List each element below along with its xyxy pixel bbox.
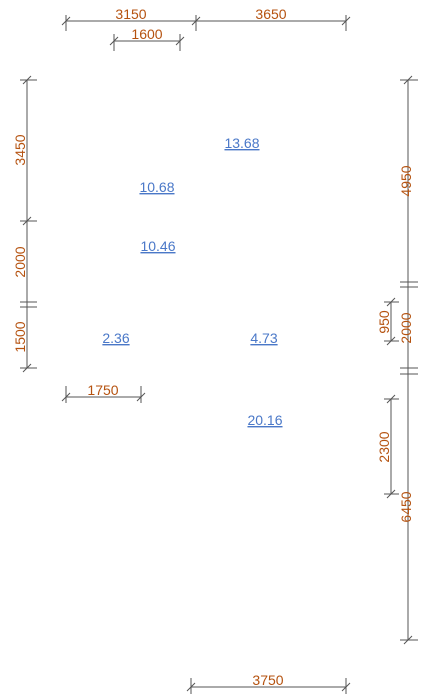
dim-left-upper: 3450 [12,134,28,165]
area-labels: 13.68 10.68 10.46 2.36 4.73 20.16 [102,135,282,428]
mid-left-dimension: 1750 [61,382,146,403]
right-inner-dimension: 2300 [376,394,399,499]
area-label-2[interactable]: 10.68 [139,179,174,195]
dim-bottom: 3750 [252,672,283,688]
bottom-dimension: 3750 [186,672,351,694]
left-dimension-chain: 3450 2000 1500 [12,75,37,373]
area-label-1[interactable]: 13.68 [224,135,259,151]
top-dimension-chain: 3150 3650 [61,6,351,31]
dim-left-middle: 2000 [12,246,28,277]
right-small-dimension: 950 [376,297,399,346]
area-label-6[interactable]: 20.16 [247,412,282,428]
dim-left-lower: 1500 [12,321,28,352]
dim-top-left: 3150 [115,6,146,22]
right-dimension-chain: 4950 2000 6450 [398,75,418,645]
dim-top-inner: 1600 [131,26,162,42]
area-label-3[interactable]: 10.46 [140,238,175,254]
dim-mid-left: 1750 [87,382,118,398]
dim-right-small: 950 [376,310,392,334]
dim-right-upper: 4950 [398,165,414,196]
dim-right-lower: 6450 [398,491,414,522]
area-label-4[interactable]: 2.36 [102,330,129,346]
dim-right-inner: 2300 [376,431,392,462]
dim-top-right: 3650 [255,6,286,22]
area-label-5[interactable]: 4.73 [250,330,277,346]
top-inner-dimension: 1600 [109,26,185,51]
dim-right-middle: 2000 [398,312,414,343]
